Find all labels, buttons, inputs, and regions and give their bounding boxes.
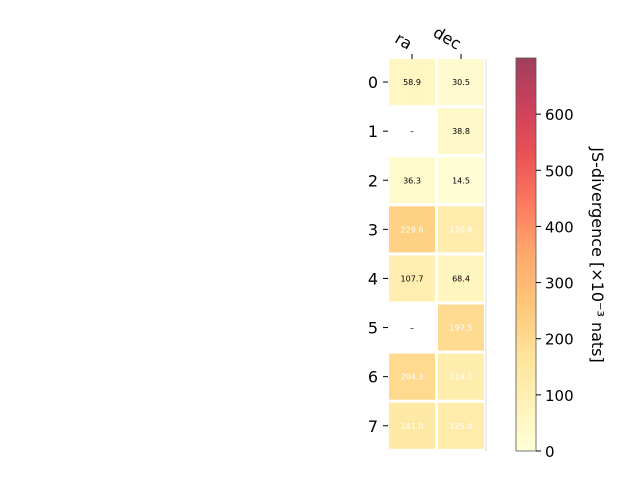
column-tick-labels: ra dec [392,23,465,59]
row-tick-label: 2 [368,171,378,190]
heatmap-cell [389,255,435,302]
column-tick-label: ra [392,29,416,54]
colorbar-gradient [515,57,537,452]
heatmap-cell [389,157,435,204]
heatmap-cell [438,59,484,106]
cell-value-label: 36.3 [403,176,421,185]
heatmap-cell [438,402,484,449]
cell-value-label: 68.4 [452,274,470,283]
colorbar-tick-label: 400 [545,218,574,236]
cell-value-label: 30.5 [452,78,470,87]
cell-value-label: 197.5 [450,324,473,333]
column-tick-label: dec [430,23,464,54]
row-tick-labels: 0 1 2 3 4 5 6 7 [368,73,388,436]
colorbar-tick-label: 0 [545,443,555,461]
cell-value-label: – [410,324,414,333]
colorbar-tick-label: 100 [545,387,574,405]
heatmap-cell [438,304,484,351]
heatmap-cell [389,353,435,400]
colorbar: 0 100 200 300 400 500 600 [515,57,574,461]
cell-value-label: 229.6 [401,225,424,234]
heatmap-cell [389,402,435,449]
row-tick-label: 4 [368,269,378,288]
cell-value-label: 120.8 [450,225,473,234]
colorbar-tick-label: 300 [545,275,574,293]
cell-value-label: 58.9 [403,78,421,87]
cell-value-label: 38.8 [452,127,470,136]
heatmap-cell [438,255,484,302]
row-tick-label: 7 [368,417,378,436]
cell-value-label: 107.7 [401,274,424,283]
cell-value-label: 114.1 [450,373,473,382]
row-tick-label: 3 [368,220,378,239]
colorbar-tick-label: 200 [545,331,574,349]
heatmap-cell [389,59,435,106]
heatmap-cell [438,157,484,204]
row-tick-label: 1 [368,122,378,141]
heatmap-cell [438,108,484,155]
colorbar-tick-label: 500 [545,162,574,180]
cell-value-label: 125.4 [450,422,473,431]
row-tick-label: 0 [368,73,378,92]
heatmap-cells: 58.9 30.5 – 38.8 36.3 14.5 229.6 120.8 107.7 68.4… [389,59,487,451]
cell-value-label: – [410,127,414,136]
cell-value-label: 14.5 [452,176,470,185]
cell-value-label: 141.0 [401,422,424,431]
colorbar-tick-label: 600 [545,106,574,124]
cell-value-label: 204.3 [401,373,424,382]
row-tick-label: 6 [368,368,378,387]
heatmap-cell [438,206,484,253]
colorbar-label: JS-divergence [×10⁻³ nats] [588,146,607,362]
heatmap-cell [389,206,435,253]
heatmap-cell [438,353,484,400]
row-tick-label: 5 [368,319,378,338]
